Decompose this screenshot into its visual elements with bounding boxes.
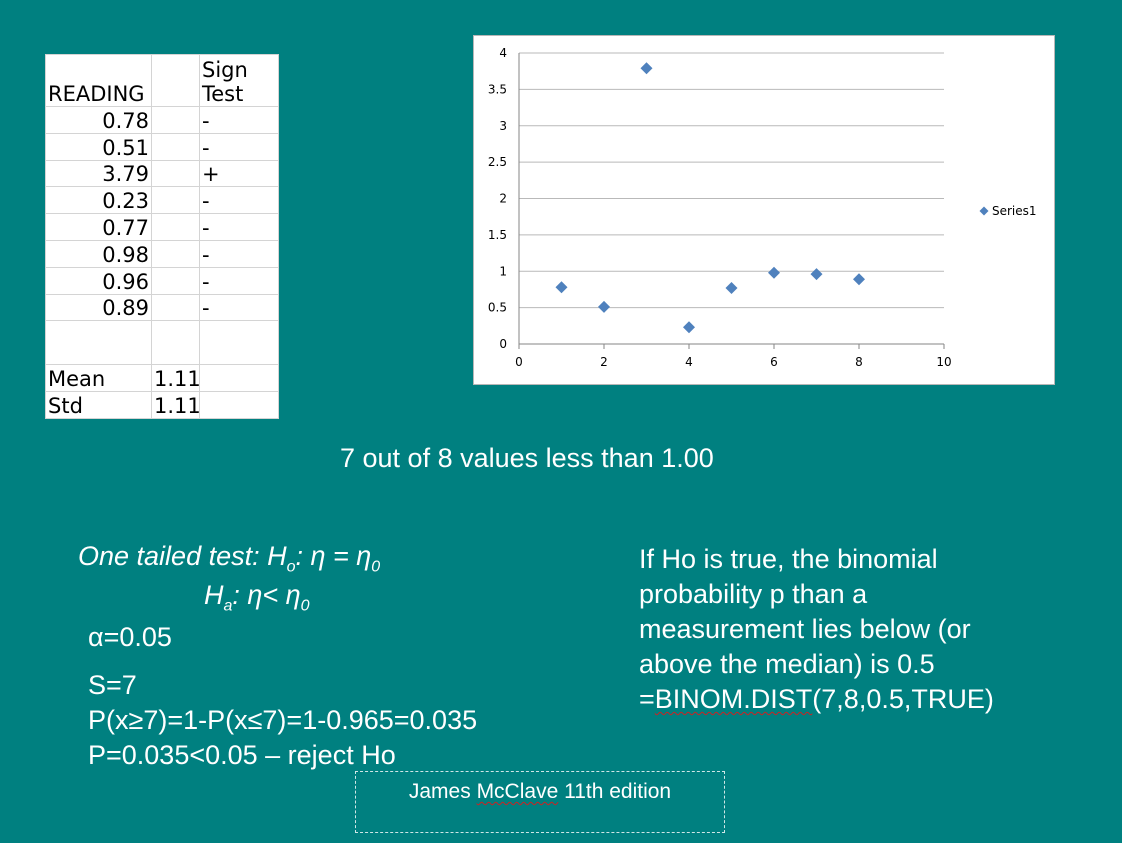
reading-cell: 3.79 [45, 159, 152, 188]
null-hypothesis: One tailed test: Ho: η = η0 [78, 541, 381, 576]
calculation-block: S=7 P(x≥7)=1-P(x≤7)=1-0.965=0.035 P=0.03… [88, 668, 477, 773]
explanation-line: above the median) is 0.5 [639, 649, 935, 679]
mean-value: 1.11 [151, 364, 200, 393]
data-point [640, 62, 653, 75]
explanation-line: measurement lies below (or [639, 614, 971, 644]
y-tick-label: 2.5 [488, 155, 507, 169]
data-table: READING Sign Test 0.78 - 0.51 - 3.79 + 0.23 -… [45, 54, 279, 419]
reading-cell: 0.51 [45, 132, 152, 161]
legend-marker [979, 206, 989, 216]
reading-cell: 0.96 [45, 266, 152, 295]
y-tick-label: 0.5 [488, 301, 507, 315]
data-point [555, 281, 568, 294]
y-tick-label: 2 [499, 192, 507, 206]
sign-cell: - [199, 266, 279, 295]
sign-cell: - [199, 132, 279, 161]
sign-cell: - [199, 239, 279, 268]
reading-cell: 0.78 [45, 106, 152, 134]
sign-cell: + [199, 159, 279, 188]
x-tick-label: 4 [685, 355, 693, 369]
header-reading: READING [45, 54, 152, 107]
y-tick-label: 1.5 [488, 228, 507, 242]
legend-label: Series1 [992, 204, 1037, 218]
y-tick-label: 1 [499, 264, 507, 278]
summary-text: 7 out of 8 values less than 1.00 [340, 443, 714, 473]
data-point [598, 300, 610, 313]
x-tick-label: 8 [855, 355, 863, 369]
reading-cell: 0.98 [45, 239, 152, 268]
data-point [810, 268, 823, 281]
x-tick-label: 6 [770, 355, 778, 369]
alt-hypothesis: Ha: η< η0 [204, 580, 310, 615]
mean-label: Mean [45, 364, 152, 393]
reading-cell: 0.77 [45, 213, 152, 241]
std-label: Std [45, 391, 152, 419]
y-tick-label: 0 [499, 337, 507, 351]
reading-cell: 0.23 [45, 186, 152, 215]
sign-cell: - [199, 106, 279, 134]
sign-cell: - [199, 293, 279, 322]
alpha-text: α=0.05 [88, 622, 172, 652]
scatter-chart: 0 0.5 1 1.5 2 2.5 3 3.5 4 0 2 4 6 8 10 Series1 [473, 35, 1055, 385]
data-point [768, 266, 780, 279]
calc-line: P=0.035<0.05 – reject Ho [88, 740, 396, 770]
data-point [683, 321, 695, 334]
explanation-block: If Ho is true, the binomial probability … [639, 542, 994, 717]
footer-source: James McClave 11th edition [355, 771, 725, 833]
y-tick-label: 3 [499, 119, 507, 133]
calc-line: P(x≥7)=1-P(x≤7)=1-0.965=0.035 [88, 705, 478, 735]
x-tick-label: 2 [600, 355, 608, 369]
std-value: 1.11 [151, 391, 200, 419]
header-sign-test: Sign Test [199, 54, 279, 107]
x-tick-label: 0 [515, 355, 523, 369]
explanation-line: If Ho is true, the binomial [639, 544, 938, 574]
reading-cell: 0.89 [45, 293, 152, 322]
sign-cell: - [199, 213, 279, 241]
data-point [853, 273, 865, 286]
chart-svg: 0 0.5 1 1.5 2 2.5 3 3.5 4 0 2 4 6 8 10 Series1 [488, 46, 1037, 369]
calc-line: S=7 [88, 670, 137, 700]
y-tick-label: 4 [499, 46, 507, 60]
explanation-line: probability p than a [639, 579, 868, 609]
y-tick-label: 3.5 [488, 82, 507, 96]
x-tick-label: 10 [936, 355, 951, 369]
data-point [725, 281, 738, 294]
formula-line: =BINOM.DIST(7,8,0.5,TRUE) [639, 684, 994, 714]
sign-cell: - [199, 186, 279, 215]
